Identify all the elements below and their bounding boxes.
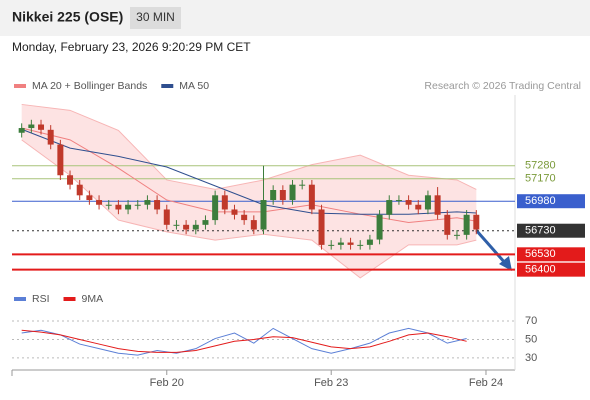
price-label-box	[517, 247, 585, 262]
candle-body	[318, 209, 325, 245]
forecast-arrow	[474, 229, 508, 265]
y-tick-label: 30	[525, 352, 537, 364]
candle-body	[144, 200, 151, 205]
price-label-box	[517, 194, 585, 209]
candle-body	[250, 220, 257, 230]
candle-body	[434, 195, 441, 215]
legend-swatch	[161, 84, 174, 88]
legend-swatch	[14, 84, 26, 88]
candle-body	[67, 175, 74, 185]
y-tick-label: 50	[525, 333, 537, 345]
candle-body	[221, 195, 228, 210]
candle-body	[424, 195, 431, 210]
legend-label: RSI	[32, 293, 50, 305]
candle-body	[415, 204, 422, 210]
price-label: 57170	[525, 173, 556, 185]
candle-body	[395, 200, 402, 202]
price-label-box	[517, 262, 585, 277]
interval-badge[interactable]	[130, 7, 181, 29]
rsi-series	[21, 329, 467, 353]
candle-body	[453, 234, 460, 236]
legend-label: MA 20 + Bollinger Bands	[32, 80, 147, 92]
candle-body	[86, 195, 93, 201]
legend-label: 9MA	[82, 293, 104, 305]
candle-body	[18, 128, 25, 133]
x-tick-label: Feb 24	[469, 377, 503, 389]
price-label: 57280	[525, 160, 556, 172]
candle-body	[192, 224, 199, 230]
price-label: 56400	[525, 264, 556, 276]
candle-body	[183, 224, 190, 230]
x-tick-label: Feb 20	[150, 377, 184, 389]
candle-body	[212, 195, 219, 221]
candle-body	[386, 200, 393, 215]
candle-body	[279, 190, 286, 201]
candle-body	[134, 204, 141, 206]
candle-body	[299, 184, 306, 186]
price-label: 56980	[525, 195, 556, 207]
candle-body	[347, 242, 354, 245]
legend-label: MA 50	[179, 80, 209, 92]
candle-body	[202, 220, 209, 225]
candle-body	[357, 244, 364, 246]
candle-body	[57, 144, 64, 176]
candle-body	[337, 242, 344, 245]
y-tick-label: 70	[525, 315, 537, 327]
candle-body	[308, 184, 315, 210]
forecast-arrowhead	[499, 256, 512, 271]
candle-body	[173, 224, 180, 226]
header-bar	[0, 0, 590, 36]
bb-lower	[21, 139, 477, 279]
price-label: 56530	[525, 248, 556, 260]
datetime: Monday, February 23, 2026 9:20:29 PM CET	[12, 40, 251, 54]
candle-body	[328, 244, 335, 246]
candle-body	[154, 200, 161, 210]
instrument-title: Nikkei 225 (OSE)	[12, 9, 123, 25]
candle-body	[105, 204, 112, 206]
interval-label[interactable]: 30 MIN	[136, 10, 175, 24]
candle-body	[241, 214, 248, 221]
candle-body	[366, 239, 373, 245]
candle-body	[405, 200, 412, 205]
price-label: 56730	[525, 225, 556, 237]
price-label-box	[517, 223, 585, 238]
candle-body	[163, 209, 170, 225]
candle-body	[376, 214, 383, 240]
candle-body	[260, 200, 267, 230]
candle-body	[28, 124, 35, 129]
candle-body	[444, 214, 451, 235]
candle-body	[115, 204, 122, 210]
candle-body	[76, 184, 83, 196]
candle-body	[473, 214, 480, 230]
candle-body	[231, 209, 238, 215]
rsi-series	[21, 327, 467, 356]
legend-swatch	[14, 297, 26, 301]
x-tick-label: Feb 23	[314, 377, 348, 389]
candle-body	[96, 200, 103, 205]
candle-body	[125, 204, 132, 210]
candle-body	[463, 214, 470, 235]
candle-body	[38, 124, 45, 130]
candle-body	[270, 190, 277, 201]
candle-body	[289, 184, 296, 201]
legend-swatch	[63, 297, 76, 301]
candle-body	[47, 129, 54, 145]
credit: Research © 2026 Trading Central	[424, 80, 581, 92]
